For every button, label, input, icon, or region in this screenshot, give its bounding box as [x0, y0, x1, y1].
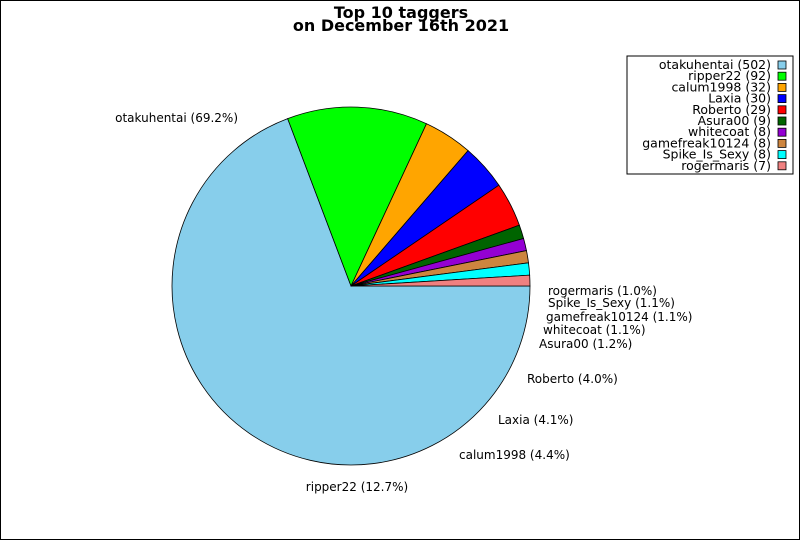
legend: otakuhentai (502)ripper22 (92)calum1998 …	[626, 55, 794, 175]
legend-label-gamefreak10124: gamefreak10124 (8)	[642, 135, 771, 150]
pie-slice-otakuhentai	[171, 118, 531, 466]
pie-labels: otakuhentai (69.2%) ripper22 (12.7%) calum…	[115, 111, 692, 494]
legend-swatch-asura00	[777, 116, 787, 126]
legend-label-asura00: Asura00 (9)	[698, 113, 771, 128]
legend-swatch-ripper22	[777, 71, 787, 81]
legend-swatch-gamefreak10124	[777, 138, 787, 148]
slice-label-whitecoat: whitecoat (1.1%)	[543, 323, 646, 337]
slice-label-spike-is-sexy: Spike_Is_Sexy (1.1%)	[548, 296, 675, 310]
slice-label-otakuhentai: otakuhentai (69.2%)	[115, 111, 238, 125]
legend-frame	[626, 55, 794, 175]
pie-slice-ripper22	[287, 106, 428, 288]
legend-swatch-laxia	[777, 94, 787, 103]
legend-label-laxia: Laxia (30)	[708, 91, 771, 106]
pie-slices	[171, 106, 531, 466]
legend-swatch-rogermaris	[777, 161, 787, 171]
legend-swatch-whitecoat	[777, 127, 787, 137]
legend-label-whitecoat: whitecoat (8)	[688, 124, 771, 139]
slice-label-roberto: Roberto (4.0%)	[527, 372, 618, 386]
chart-subtitle: on December 16th 2021	[293, 16, 509, 35]
slice-label-calum1998: calum1998 (4.4%)	[459, 448, 570, 462]
legend-label-ripper22: ripper22 (92)	[688, 68, 771, 83]
slice-label-laxia: Laxia (4.1%)	[498, 413, 574, 427]
legend-label-roberto: Roberto (29)	[692, 102, 771, 117]
legend-label-otakuhentai: otakuhentai (502)	[659, 57, 771, 72]
legend-label-calum1998: calum1998 (32)	[671, 79, 771, 94]
pie-slice-rogermaris	[350, 274, 531, 287]
slice-label-ripper22: ripper22 (12.7%)	[306, 480, 408, 494]
legend-swatch-calum1998	[777, 83, 787, 92]
slice-label-rogermaris: rogermaris (1.0%)	[548, 284, 657, 298]
slice-label-asura00: Asura00 (1.2%)	[539, 337, 632, 351]
legend-swatch-roberto	[777, 105, 787, 115]
legend-label-spike-is-sexy: Spike_Is_Sexy (8)	[663, 147, 771, 162]
legend-swatch-otakuhentai	[777, 60, 787, 70]
legend-label-rogermaris: rogermaris (7)	[681, 158, 771, 173]
legend-swatch-spike-is-sexy	[777, 150, 787, 160]
slice-label-gamefreak10124: gamefreak10124 (1.1%)	[546, 310, 692, 324]
chart-title: Top 10 taggers	[334, 3, 468, 22]
